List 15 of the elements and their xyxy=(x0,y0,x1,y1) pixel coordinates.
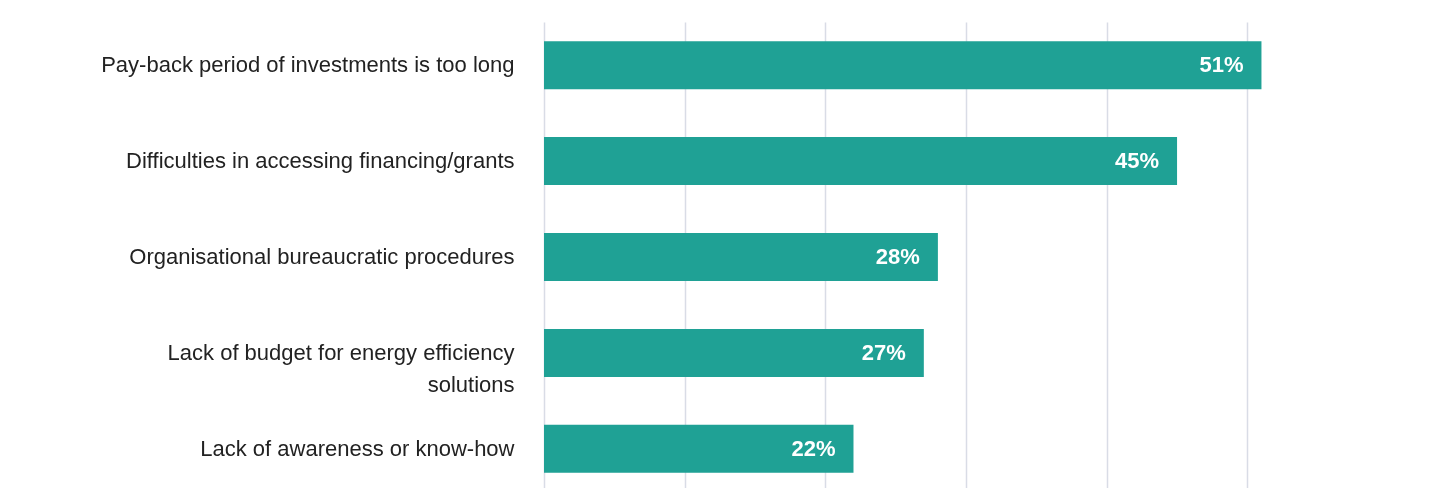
y-tick-label: Pay-back period of investments is too long xyxy=(101,52,515,78)
bar xyxy=(544,424,854,473)
bar xyxy=(544,233,938,281)
bar xyxy=(544,41,1262,90)
data-label: 28% xyxy=(875,244,920,269)
data-label: 45% xyxy=(1115,148,1160,174)
bar xyxy=(544,137,1178,186)
y-tick-label: Lack of budget for energy efficiency solutions xyxy=(167,339,515,397)
y-tick-label: Lack of awareness or know-how xyxy=(200,435,515,461)
bar xyxy=(544,328,924,377)
y-tick-label: Difficulties in accessing financing/grants xyxy=(126,148,515,174)
data-label: 22% xyxy=(791,435,836,461)
data-label: 51% xyxy=(1199,52,1244,78)
data-label: 27% xyxy=(861,339,906,365)
y-tick-label: Organisational bureaucratic procedures xyxy=(129,244,515,269)
